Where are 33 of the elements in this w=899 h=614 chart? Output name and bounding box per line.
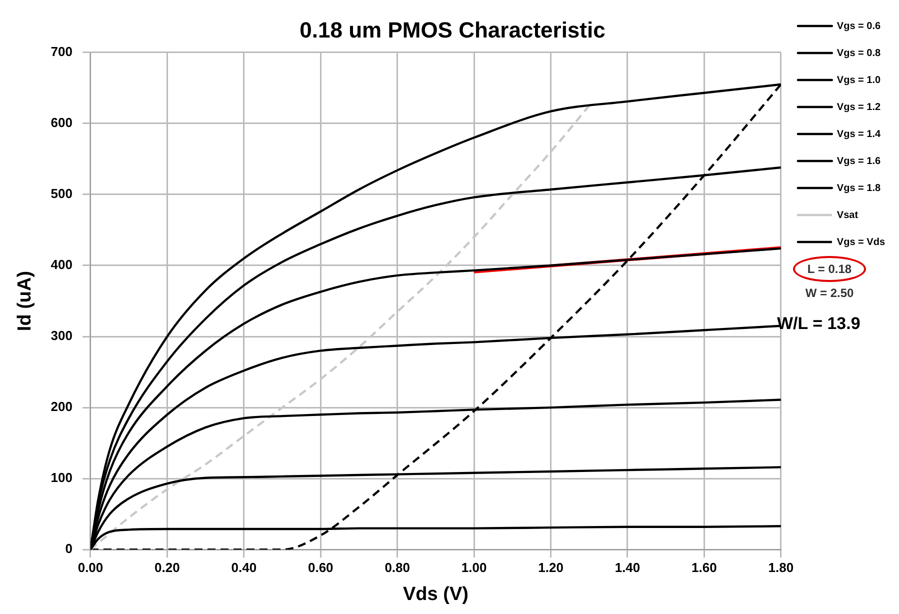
legend-label: Vgs = 1.2 (836, 102, 881, 113)
x-tick-label: 0.60 (308, 560, 334, 575)
x-axis-title: Vds (V) (402, 584, 468, 605)
x-tick-label: 0.80 (384, 560, 410, 575)
y-tick-label: 0 (65, 541, 72, 556)
legend-label: Vgs = 0.8 (836, 48, 881, 59)
x-tick-label: 0.40 (231, 560, 257, 575)
legend-label: Vgs = 1.0 (836, 74, 881, 86)
legend-label: Vgs = 1.4 (836, 128, 881, 140)
y-tick-label: 400 (50, 257, 72, 272)
chart-title: 0.18 um PMOS Characteristic (300, 17, 606, 42)
x-tick-label: 0.20 (154, 560, 180, 575)
x-tick-label: 1.60 (692, 560, 717, 575)
legend-label: Vgs = 1.6 (836, 156, 881, 167)
line-series (90, 104, 590, 550)
legend-label: Vsat (836, 210, 859, 221)
legend-label: Vgs = 1.8 (836, 182, 881, 194)
legend-label: Vgs = Vds (836, 236, 886, 248)
y-tick-label: 200 (50, 399, 72, 414)
x-tick-label: 1.00 (461, 560, 487, 575)
y-tick-label: 600 (50, 115, 72, 130)
annotation: W/L = 13.9 (777, 314, 862, 334)
x-tick-label: 1.20 (538, 560, 564, 575)
x-tick-label: 1.80 (768, 560, 794, 575)
legend-label: Vgs = 0.6 (836, 20, 881, 32)
y-axis-title: Id (uA) (14, 270, 36, 332)
y-tick-label: 700 (50, 44, 72, 59)
y-tick-label: 300 (50, 328, 72, 344)
y-tick-label: 500 (50, 186, 72, 202)
text: W = 2.50 (804, 286, 855, 300)
x-tick-label: 0.00 (78, 560, 104, 575)
x-tick-label: 1.40 (614, 560, 640, 575)
y-tick-label: 100 (50, 470, 72, 486)
